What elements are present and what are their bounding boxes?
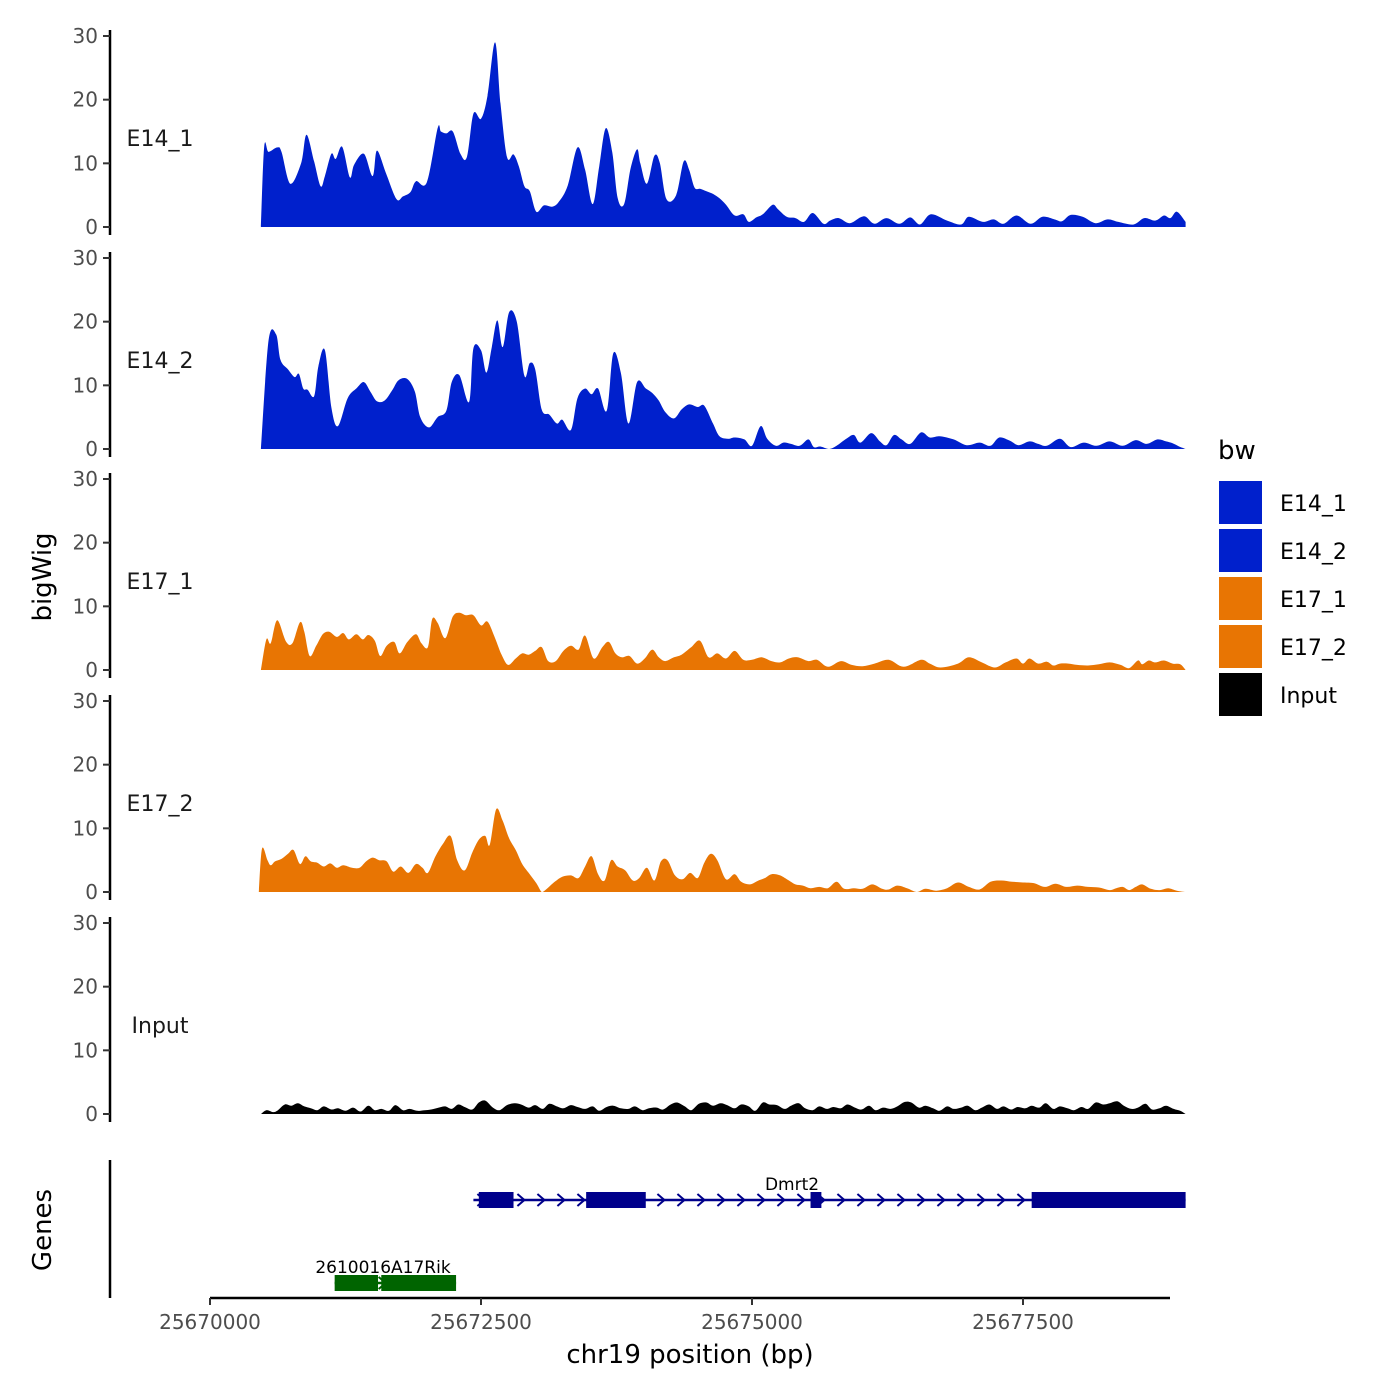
strand-chevron xyxy=(696,1193,706,1207)
legend-title: bw xyxy=(1218,436,1256,466)
y-tick-label: 0 xyxy=(85,215,98,239)
gene-exon xyxy=(1031,1192,1186,1208)
strand-chevron xyxy=(736,1193,746,1207)
gene-exon xyxy=(478,1192,514,1208)
strand-chevron xyxy=(796,1193,806,1207)
signal-tracks: 0 10 20 30 E14_1 0 10 20 30 E14_2 0 10 20 30 E17_1 0 10 2… xyxy=(73,24,1186,1126)
y-tick-label: 30 xyxy=(73,689,98,713)
gene-exon xyxy=(381,1275,457,1291)
gene-label: Dmrt2 xyxy=(765,1175,819,1195)
gene-exon xyxy=(810,1192,822,1208)
gene-exon xyxy=(334,1275,379,1291)
strand-chevron xyxy=(836,1193,846,1207)
x-tick-label: 25675000 xyxy=(701,1310,803,1334)
strand-chevron xyxy=(856,1193,866,1207)
x-tick-label: 25672500 xyxy=(430,1310,532,1334)
gene-2610016A17Rik: 2610016A17Rik xyxy=(315,1258,457,1291)
strand-chevron xyxy=(956,1193,966,1207)
y-tick-label: 20 xyxy=(73,531,98,555)
strand-chevron xyxy=(756,1193,766,1207)
strand-chevron xyxy=(936,1193,946,1207)
strand-chevron xyxy=(1016,1193,1026,1207)
strand-chevron xyxy=(716,1193,726,1207)
y-tick-label: 10 xyxy=(73,1038,98,1062)
x-tick-label: 25670000 xyxy=(159,1310,261,1334)
strand-chevron xyxy=(776,1193,786,1207)
signal-area-E14_1 xyxy=(260,42,1186,227)
genes-axis-title: Genes xyxy=(28,1189,58,1271)
strand-chevron xyxy=(556,1193,566,1207)
y-tick-label: 30 xyxy=(73,246,98,270)
strand-chevron xyxy=(996,1193,1006,1207)
y-tick-label: 10 xyxy=(73,151,98,175)
track-label: E17_2 xyxy=(127,792,194,817)
signal-area-E17_1 xyxy=(260,612,1186,670)
y-tick-label: 10 xyxy=(73,373,98,397)
track-label: Input xyxy=(132,1014,189,1039)
legend: bw E14_1 E14_2 E17_1 E17_2 Input xyxy=(1217,436,1347,718)
y-tick-label: 20 xyxy=(73,975,98,999)
signal-area-E14_2 xyxy=(260,310,1186,449)
legend-swatch-E17_2 xyxy=(1217,623,1264,670)
strand-chevron xyxy=(656,1193,666,1207)
y-tick-label: 20 xyxy=(73,88,98,112)
y-tick-label: 30 xyxy=(73,911,98,935)
y-tick-label: 0 xyxy=(85,880,98,904)
x-tick-label: 25677500 xyxy=(972,1310,1074,1334)
strand-chevron xyxy=(516,1193,526,1207)
y-tick-label: 20 xyxy=(73,310,98,334)
track-E17_2: 0 10 20 30 E17_2 xyxy=(73,689,1186,904)
y-axis-title: bigWig xyxy=(28,532,58,621)
y-tick-label: 0 xyxy=(85,437,98,461)
legend-label-Input: Input xyxy=(1280,684,1337,709)
track-E14_2: 0 10 20 30 E14_2 xyxy=(73,246,1186,461)
gene-track: Dmrt2 2610016A17Rik xyxy=(108,1160,1186,1298)
signal-area-Input xyxy=(260,1100,1186,1114)
signal-area-E17_2 xyxy=(258,808,1186,892)
y-tick-label: 0 xyxy=(85,1102,98,1126)
strand-chevron xyxy=(576,1193,586,1207)
strand-chevron xyxy=(916,1193,926,1207)
track-Input: 0 10 20 30 Input xyxy=(73,911,1186,1126)
y-tick-label: 10 xyxy=(73,816,98,840)
strand-chevron xyxy=(676,1193,686,1207)
legend-label-E14_1: E14_1 xyxy=(1280,492,1347,517)
track-E17_1: 0 10 20 30 E17_1 xyxy=(73,467,1186,682)
x-axis: 25670000 25672500 25675000 25677500 xyxy=(159,1296,1170,1334)
legend-swatch-E14_1 xyxy=(1217,479,1264,526)
y-tick-label: 10 xyxy=(73,594,98,618)
gene-exon xyxy=(586,1192,646,1208)
x-axis-title: chr19 position (bp) xyxy=(566,1340,813,1370)
strand-chevron xyxy=(536,1193,546,1207)
y-tick-label: 0 xyxy=(85,658,98,682)
track-label: E17_1 xyxy=(127,570,194,595)
legend-swatch-E17_1 xyxy=(1217,575,1264,622)
legend-swatch-Input xyxy=(1217,671,1264,718)
strand-chevron xyxy=(896,1193,906,1207)
track-label: E14_2 xyxy=(127,349,194,374)
track-label: E14_1 xyxy=(127,127,194,152)
y-tick-label: 30 xyxy=(73,24,98,48)
y-tick-label: 30 xyxy=(73,467,98,491)
gene-label: 2610016A17Rik xyxy=(315,1258,451,1278)
strand-chevron xyxy=(876,1193,886,1207)
legend-label-E14_2: E14_2 xyxy=(1280,540,1347,565)
legend-label-E17_2: E17_2 xyxy=(1280,636,1347,661)
strand-chevron xyxy=(976,1193,986,1207)
y-tick-label: 20 xyxy=(73,753,98,777)
gene-Dmrt2: Dmrt2 xyxy=(473,1175,1186,1208)
track-E14_1: 0 10 20 30 E14_1 xyxy=(73,24,1186,239)
legend-swatch-E14_2 xyxy=(1217,527,1264,574)
legend-label-E17_1: E17_1 xyxy=(1280,588,1347,613)
